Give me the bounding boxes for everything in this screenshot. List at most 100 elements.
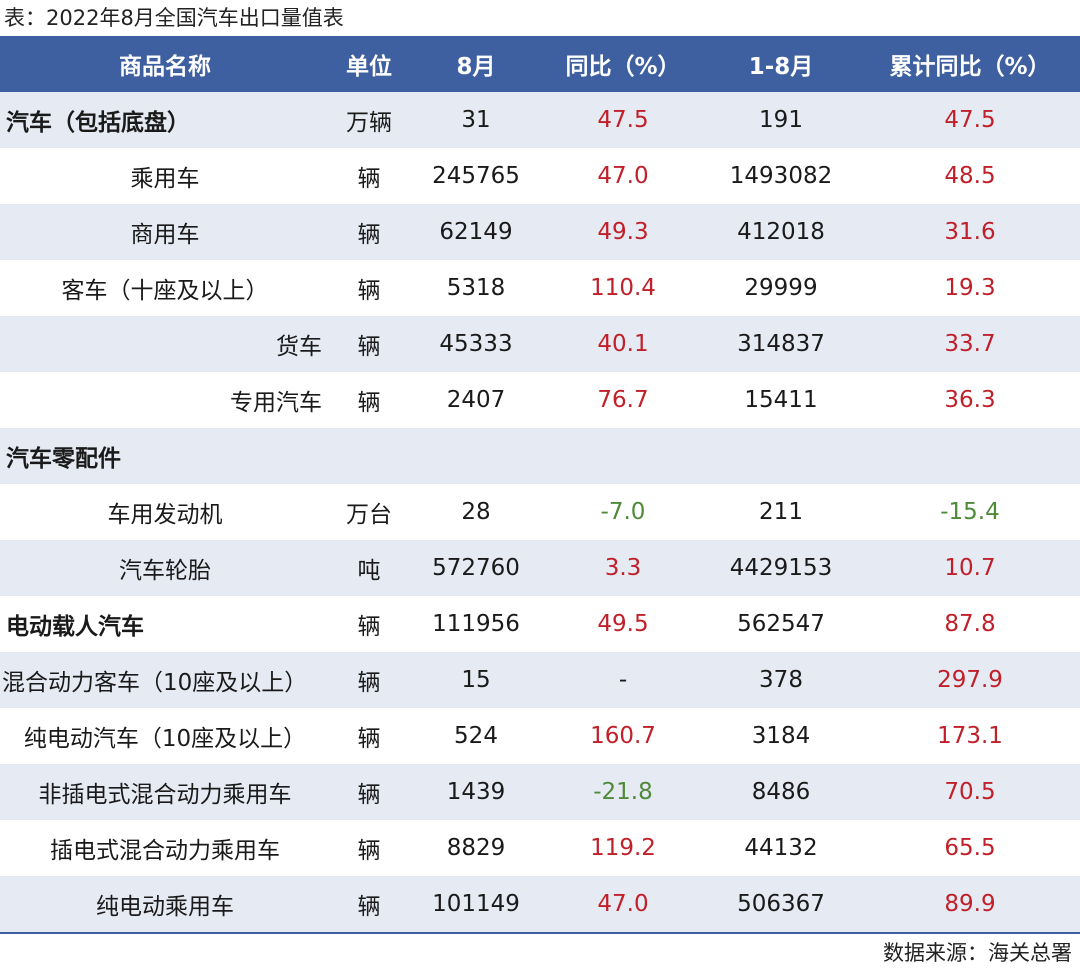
ytd-yoy-value: 33.7 [860,316,1080,372]
aug-value: 101149 [408,876,544,932]
table-row: 纯电动汽车（10座及以上）辆 524 160.7 3184 173.1 [0,708,1080,764]
unit: 吨 [330,540,408,596]
row-name: 车用发动机 [0,484,330,540]
ytd-yoy-value: 297.9 [860,652,1080,708]
unit: 万台 [330,484,408,540]
col-header-aug: 8月 [408,36,544,92]
ytd-yoy-value: 48.5 [860,148,1080,204]
ytd-value: 378 [702,652,860,708]
ytd-yoy-value: 89.9 [860,876,1080,932]
unit: 辆 [330,596,408,652]
yoy-value: 76.7 [544,372,702,428]
unit: 辆 [330,652,408,708]
row-name: 汽车零配件 [0,428,330,484]
aug-value: 8829 [408,820,544,876]
aug-value: 1439 [408,764,544,820]
unit: 万辆 [330,92,408,148]
aug-value: 15 [408,652,544,708]
row-name: 混合动力客车（10座及以上） [0,652,330,708]
aug-value: 45333 [408,316,544,372]
table-row: 乘用车辆 245765 47.0 1493082 48.5 [0,148,1080,204]
table-row: 客车（十座及以上）辆 5318 110.4 29999 19.3 [0,260,1080,316]
aug-value: 28 [408,484,544,540]
table-row: 混合动力客车（10座及以上）辆 15-378 297.9 [0,652,1080,708]
row-name: 非插电式混合动力乘用车 [0,764,330,820]
ytd-yoy-value [860,428,1080,484]
unit: 辆 [330,764,408,820]
row-name: 客车（十座及以上） [0,260,330,316]
ytd-value: 44132 [702,820,860,876]
unit [330,428,408,484]
yoy-value: 47.0 [544,876,702,932]
ytd-yoy-value: 87.8 [860,596,1080,652]
yoy-value: 49.3 [544,204,702,260]
aug-value: 572760 [408,540,544,596]
table-row: 汽车（包括底盘） 万辆 31 47.5 191 47.5 [0,92,1080,148]
ytd-yoy-value: 36.3 [860,372,1080,428]
row-name: 纯电动乘用车 [0,876,330,932]
yoy-value: 40.1 [544,316,702,372]
aug-value: 31 [408,92,544,148]
row-name: 专用汽车 [0,372,330,428]
ytd-value: 314837 [702,316,860,372]
col-header-unit: 单位 [330,36,408,92]
ytd-value: 4429153 [702,540,860,596]
table-row: 汽车零配件 [0,428,1080,484]
ytd-yoy-value: 19.3 [860,260,1080,316]
aug-value: 5318 [408,260,544,316]
yoy-value: 49.5 [544,596,702,652]
unit: 辆 [330,876,408,932]
table-caption: 表：2022年8月全国汽车出口量值表 [4,6,344,30]
export-data-table: 商品名称 单位 8月 同比（%） 1-8月 累计同比（%） 汽车（包括底盘） 万辆… [0,36,1080,932]
unit: 辆 [330,316,408,372]
row-name: 商用车 [0,204,330,260]
row-name: 汽车轮胎 [0,540,330,596]
col-header-ytd: 1-8月 [702,36,860,92]
table-row: 纯电动乘用车辆 101149 47.0 506367 89.9 [0,876,1080,932]
table-header-row: 商品名称 单位 8月 同比（%） 1-8月 累计同比（%） [0,36,1080,92]
aug-value: 245765 [408,148,544,204]
unit: 辆 [330,708,408,764]
yoy-value [544,428,702,484]
yoy-value: 3.3 [544,540,702,596]
yoy-value: 110.4 [544,260,702,316]
unit: 辆 [330,260,408,316]
ytd-value: 8486 [702,764,860,820]
aug-value: 524 [408,708,544,764]
yoy-value: 47.5 [544,92,702,148]
aug-value: 2407 [408,372,544,428]
ytd-value: 506367 [702,876,860,932]
col-header-yoy: 同比（%） [544,36,702,92]
table-row: 电动载人汽车辆 111956 49.5 562547 87.8 [0,596,1080,652]
yoy-value: 119.2 [544,820,702,876]
yoy-value: 47.0 [544,148,702,204]
ytd-value: 29999 [702,260,860,316]
unit: 辆 [330,204,408,260]
table-row: 非插电式混合动力乘用车辆 1439 -21.8 8486 70.5 [0,764,1080,820]
yoy-value: - [544,652,702,708]
ytd-yoy-value: 10.7 [860,540,1080,596]
table-row: 货车辆 45333 40.1 314837 33.7 [0,316,1080,372]
ytd-yoy-value: 47.5 [860,92,1080,148]
unit: 辆 [330,820,408,876]
ytd-yoy-value: 65.5 [860,820,1080,876]
yoy-value: 160.7 [544,708,702,764]
row-name: 货车 [0,316,330,372]
data-source: 数据来源：海关总署 [883,941,1072,965]
row-name: 纯电动汽车（10座及以上） [0,708,330,764]
table-body: 汽车（包括底盘） 万辆 31 47.5 191 47.5 乘用车辆 245765 47.0 149… [0,92,1080,932]
aug-value [408,428,544,484]
ytd-value: 1493082 [702,148,860,204]
aug-value: 111956 [408,596,544,652]
table-row: 汽车轮胎吨 572760 3.3 4429153 10.7 [0,540,1080,596]
col-header-name: 商品名称 [0,36,330,92]
table-row: 插电式混合动力乘用车辆 8829 119.2 44132 65.5 [0,820,1080,876]
ytd-yoy-value: -15.4 [860,484,1080,540]
ytd-value: 191 [702,92,860,148]
ytd-yoy-value: 173.1 [860,708,1080,764]
row-name: 电动载人汽车 [0,596,330,652]
aug-value: 62149 [408,204,544,260]
ytd-value: 562547 [702,596,860,652]
ytd-value: 3184 [702,708,860,764]
row-name: 乘用车 [0,148,330,204]
